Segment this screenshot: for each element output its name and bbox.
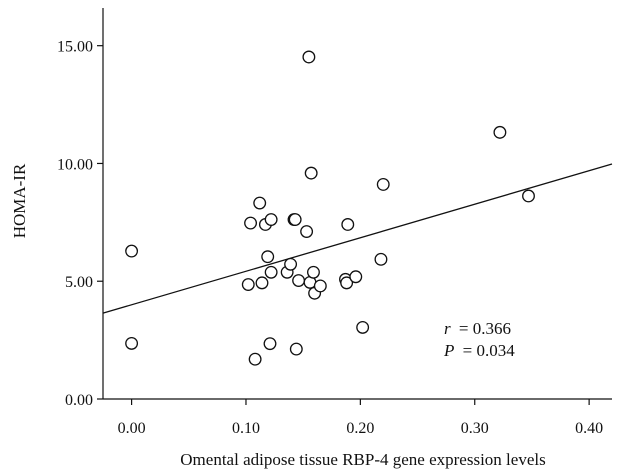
data-point: [374, 252, 388, 266]
data-point: [253, 196, 267, 210]
data-point: [284, 257, 298, 271]
data-point: [522, 189, 535, 203]
axes: [102, 8, 612, 400]
data-point: [376, 177, 390, 191]
y-tick-label: 0.00: [65, 392, 93, 409]
r-annotation: r = 0.366: [444, 319, 511, 338]
data-point: [302, 50, 316, 64]
data-point: [307, 265, 320, 279]
data-point: [289, 342, 303, 356]
data-point: [341, 218, 355, 231]
y-tick-label: 10.00: [57, 156, 93, 173]
data-point: [244, 216, 258, 230]
data-point: [493, 125, 507, 139]
x-tick-label: 0.20: [346, 420, 374, 437]
data-points: [125, 50, 535, 366]
data-point: [356, 320, 370, 334]
data-point: [340, 276, 354, 290]
y-axis-title: HOMA-IR: [10, 163, 29, 238]
y-ticks: 0.00 5.00 10.00 15.00: [57, 39, 103, 409]
data-point: [292, 274, 306, 287]
data-point: [264, 265, 278, 279]
data-point: [288, 213, 302, 226]
data-point: [255, 276, 269, 290]
p-annotation: P = 0.034: [443, 341, 515, 360]
p-value: = 0.034: [463, 341, 516, 360]
x-axis-title: Omental adipose tissue RBP-4 gene expres…: [180, 450, 545, 469]
data-point: [248, 352, 262, 366]
x-tick-label: 0.10: [232, 420, 260, 437]
data-point: [125, 244, 139, 258]
trend-line: [102, 163, 613, 314]
p-symbol: P: [443, 341, 454, 360]
r-symbol: r: [444, 319, 451, 338]
y-tick-label: 15.00: [57, 39, 93, 56]
x-tick-label: 0.00: [118, 420, 146, 437]
data-point: [125, 336, 139, 350]
data-point: [304, 166, 318, 180]
stats-annotation: r = 0.366 P = 0.034: [443, 319, 515, 360]
data-point: [300, 225, 314, 238]
data-point: [313, 279, 327, 293]
y-tick-label: 5.00: [65, 274, 93, 291]
data-point: [349, 270, 363, 284]
x-tick-label: 0.30: [461, 420, 489, 437]
data-point: [241, 278, 255, 291]
r-value: = 0.366: [459, 319, 511, 338]
data-point: [264, 213, 278, 226]
data-point: [263, 337, 277, 351]
x-ticks: 0.00 0.10 0.20 0.30 0.40: [118, 399, 603, 437]
data-point: [261, 250, 275, 264]
x-tick-label: 0.40: [575, 420, 603, 437]
